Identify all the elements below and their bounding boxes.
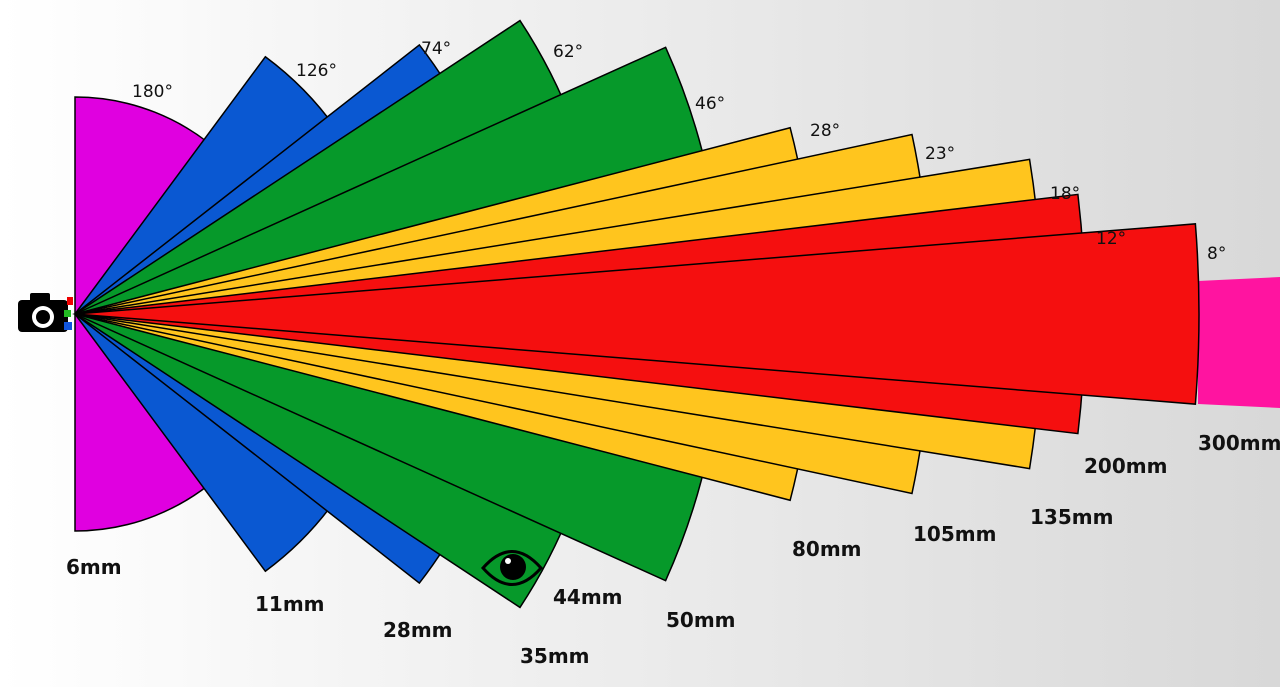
angle-label: 46° bbox=[695, 94, 725, 114]
long-lens-strip bbox=[1198, 277, 1280, 408]
focal-label: 28mm bbox=[383, 618, 453, 642]
angle-label: 28° bbox=[810, 121, 840, 141]
focal-label: 135mm bbox=[1030, 505, 1113, 529]
angle-label: 180° bbox=[132, 82, 173, 102]
angle-label: 74° bbox=[421, 39, 451, 59]
eye-icon bbox=[481, 550, 543, 586]
eye-label: 44mm bbox=[553, 585, 623, 609]
angle-label: 126° bbox=[296, 61, 337, 81]
angle-label: 18° bbox=[1050, 184, 1080, 204]
focal-label: 300mm bbox=[1198, 431, 1280, 455]
focal-label: 11mm bbox=[255, 592, 325, 616]
camera-icon bbox=[18, 293, 73, 332]
angle-label: 62° bbox=[553, 42, 583, 62]
angle-label: 8° bbox=[1207, 244, 1226, 264]
focal-label: 200mm bbox=[1084, 454, 1167, 478]
focal-label: 35mm bbox=[520, 644, 590, 668]
focal-label: 6mm bbox=[66, 555, 122, 579]
angle-label: 12° bbox=[1096, 229, 1126, 249]
focal-label: 50mm bbox=[666, 608, 736, 632]
angle-label: 23° bbox=[925, 144, 955, 164]
focal-label: 80mm bbox=[792, 537, 862, 561]
wedges bbox=[72, 19, 1200, 609]
wedge bbox=[74, 223, 1200, 405]
focal-label: 105mm bbox=[913, 522, 996, 546]
